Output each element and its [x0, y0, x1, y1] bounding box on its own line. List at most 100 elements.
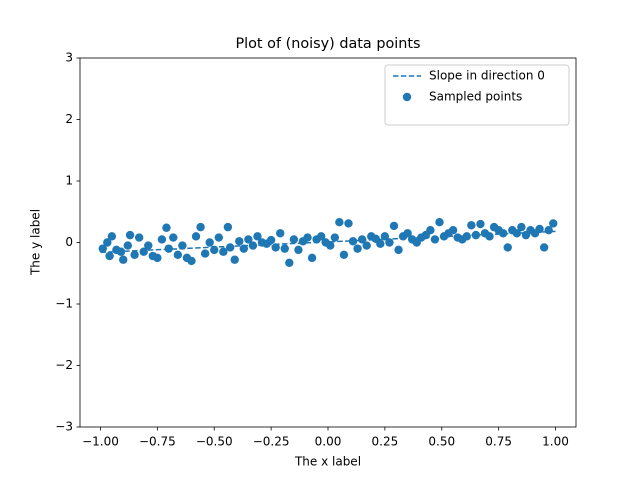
data-point — [244, 235, 253, 244]
data-point — [178, 241, 187, 250]
data-point — [535, 224, 544, 234]
data-point — [225, 243, 235, 252]
data-point — [394, 245, 403, 255]
data-point — [153, 253, 162, 263]
data-point — [200, 249, 210, 258]
chart-title: Plot of (noisy) data points — [235, 36, 420, 52]
data-point — [239, 244, 249, 253]
data-point — [517, 222, 526, 232]
data-point — [139, 247, 148, 256]
x-tick-label: 0.25 — [372, 435, 399, 449]
data-point — [266, 235, 276, 245]
data-point — [435, 218, 444, 227]
data-point — [98, 244, 107, 253]
data-point — [485, 232, 494, 241]
data-point — [105, 251, 114, 261]
x-tick-label: 0.00 — [315, 435, 342, 449]
data-point — [476, 219, 485, 229]
y-axis-label: The y label — [29, 209, 43, 276]
data-point — [344, 219, 353, 228]
data-point — [196, 222, 205, 232]
data-point — [162, 223, 171, 232]
legend-label: Sampled points — [429, 90, 522, 104]
legend-label: Slope in direction 0 — [429, 69, 545, 83]
data-point — [307, 253, 317, 263]
data-point — [214, 233, 223, 242]
data-point — [294, 245, 303, 255]
y-tick-label: −3 — [55, 420, 73, 434]
data-point — [271, 243, 280, 252]
x-tick-label: 0.75 — [485, 435, 512, 449]
data-point — [219, 247, 228, 256]
x-tick-label: −1.00 — [82, 435, 119, 449]
data-point — [380, 232, 390, 241]
data-point — [448, 226, 458, 235]
x-tick-label: −0.25 — [253, 435, 290, 449]
data-point — [285, 258, 294, 267]
data-point — [389, 221, 399, 231]
data-point — [223, 222, 233, 232]
data-point — [539, 243, 549, 252]
data-point — [191, 232, 201, 241]
data-point — [253, 232, 262, 241]
y-tick-label: −2 — [55, 358, 73, 372]
x-tick-label: −0.50 — [196, 435, 233, 449]
data-point — [303, 233, 312, 242]
data-point — [235, 237, 244, 246]
data-point — [467, 221, 476, 230]
data-point — [549, 219, 558, 228]
data-point — [125, 230, 135, 240]
data-point — [376, 239, 385, 248]
data-point — [169, 233, 178, 242]
axes-frame — [79, 57, 577, 428]
data-point — [157, 235, 167, 244]
data-point — [339, 250, 349, 259]
y-tick-label: 0 — [65, 235, 73, 249]
data-point — [362, 241, 371, 250]
data-point — [385, 238, 394, 247]
data-point — [498, 229, 508, 238]
data-point — [210, 245, 219, 255]
data-point — [471, 230, 481, 240]
data-point — [280, 244, 289, 253]
data-point — [462, 232, 471, 241]
data-point — [357, 235, 367, 244]
data-point — [326, 241, 335, 250]
data-point — [103, 238, 112, 247]
data-point — [116, 247, 126, 256]
legend-marker — [402, 92, 412, 102]
data-point — [173, 250, 183, 259]
data-point — [144, 241, 153, 250]
data-point — [426, 226, 435, 235]
legend-box — [384, 64, 570, 126]
data-point — [353, 244, 362, 253]
data-point — [316, 232, 326, 241]
data-point — [107, 232, 117, 241]
y-tick-label: −1 — [55, 297, 73, 311]
data-point — [134, 233, 144, 242]
data-point — [403, 229, 412, 238]
data-point — [289, 235, 299, 244]
data-point — [164, 244, 173, 253]
data-point — [248, 241, 258, 250]
x-tick-label: 1.00 — [542, 435, 569, 449]
data-point — [230, 255, 239, 264]
data-point — [130, 250, 139, 259]
y-tick-label: 3 — [65, 51, 73, 65]
x-tick-label: 0.50 — [428, 435, 455, 449]
x-axis-label: The x label — [294, 455, 361, 469]
y-tick-label: 1 — [65, 174, 73, 188]
data-point — [330, 233, 340, 242]
data-point — [430, 235, 440, 244]
data-point — [503, 243, 512, 252]
data-point — [119, 255, 128, 264]
data-point — [187, 256, 196, 266]
data-point — [335, 218, 344, 227]
data-point — [123, 241, 132, 250]
data-point — [276, 229, 285, 238]
data-point — [512, 229, 522, 238]
y-tick-label: 2 — [65, 112, 73, 126]
x-tick-label: −0.75 — [139, 435, 176, 449]
